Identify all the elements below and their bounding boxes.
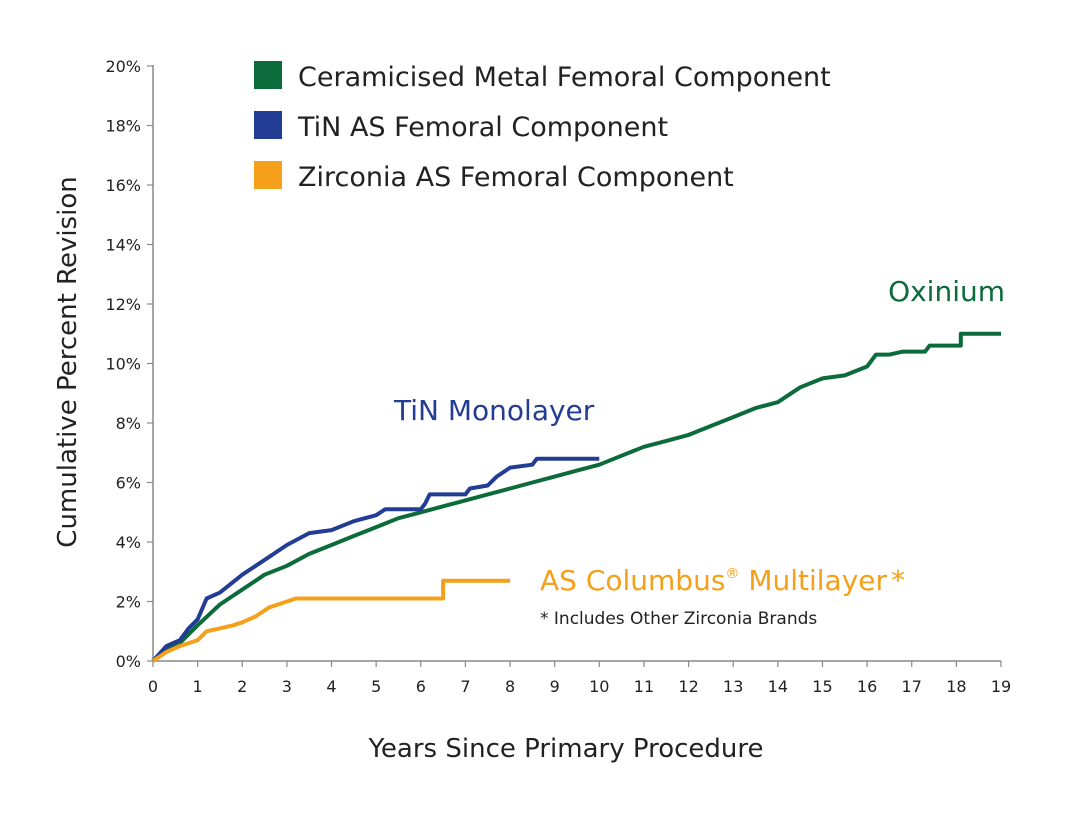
x-tick-label: 9 (550, 677, 560, 696)
as-columbus-text: AS Columbus (540, 564, 725, 597)
asterisk-mark: * (891, 564, 905, 597)
multilayer-text: Multilayer (739, 564, 887, 597)
legend-swatch (254, 111, 282, 139)
y-tick-label: 8% (116, 414, 141, 433)
tin-monolayer-label: TiN Monolayer (393, 394, 595, 427)
y-tick-label: 4% (116, 533, 141, 552)
x-tick-label: 4 (326, 677, 336, 696)
y-tick-label: 6% (116, 474, 141, 493)
ticks: 0%2%4%6%8%10%12%14%16%18%20%0 1 2 3 4 5 6 7 8 9 10… (105, 57, 1011, 696)
x-tick-label: 11 (634, 677, 654, 696)
oxinium-label: Oxinium (888, 275, 1005, 308)
x-tick-label: 18 (946, 677, 966, 696)
y-tick-label: 14% (105, 236, 141, 255)
y-tick-label: 10% (105, 355, 141, 374)
x-tick-label: 13 (723, 677, 743, 696)
legend-label: TiN AS Femoral Component (297, 112, 668, 143)
x-tick-label: 16 (857, 677, 877, 696)
y-tick-label: 2% (116, 593, 141, 612)
legend-label: Zirconia AS Femoral Component (298, 162, 734, 193)
series-line-0 (151, 331, 1001, 663)
y-axis-title: Cumulative Percent Revision (53, 176, 83, 547)
x-tick-label: 12 (678, 677, 698, 696)
x-tick-label: 3 (282, 677, 292, 696)
x-tick-label: 1 (193, 677, 203, 696)
legend: Ceramicised Metal Femoral Component TiN A… (254, 61, 831, 193)
legend-swatch (254, 161, 282, 189)
x-tick-label: 8 (505, 677, 515, 696)
y-tick-label: 20% (105, 57, 141, 76)
y-tick-label: 18% (105, 117, 141, 136)
as-columbus-label: AS Columbus® Multilayer * (540, 564, 905, 597)
x-tick-label: 5 (371, 677, 381, 696)
y-tick-label: 0% (116, 652, 141, 671)
y-tick-label: 12% (105, 295, 141, 314)
y-tick-label: 16% (105, 176, 141, 195)
series-line-1 (151, 456, 600, 663)
x-tick-label: 0 (148, 677, 158, 696)
series-line-2 (151, 578, 511, 663)
x-axis-title: Years Since Primary Procedure (368, 734, 764, 764)
registered-mark: ® (725, 566, 739, 582)
x-tick-label: 17 (902, 677, 922, 696)
x-tick-label: 2 (237, 677, 247, 696)
legend-label: Ceramicised Metal Femoral Component (298, 62, 831, 93)
x-tick-label: 7 (460, 677, 470, 696)
x-tick-label: 14 (768, 677, 788, 696)
legend-swatch (254, 61, 282, 89)
footnote: * Includes Other Zirconia Brands (540, 609, 817, 629)
x-tick-label: 10 (589, 677, 609, 696)
x-tick-label: 6 (416, 677, 426, 696)
x-tick-label: 19 (991, 677, 1011, 696)
x-tick-label: 15 (812, 677, 832, 696)
series-lines (151, 331, 1001, 663)
